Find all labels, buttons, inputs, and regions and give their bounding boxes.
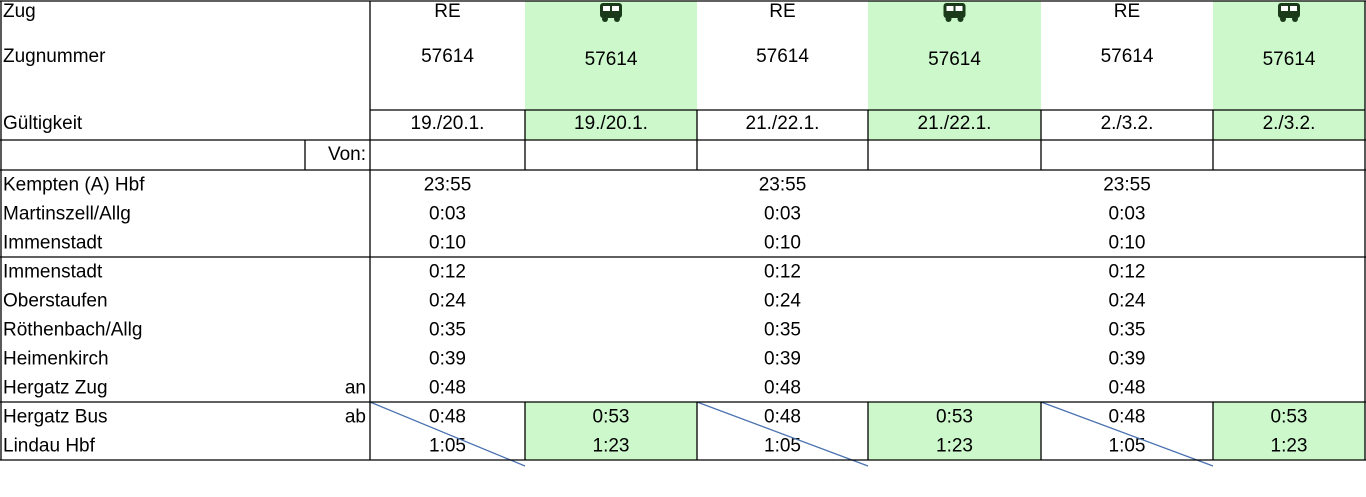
station: Hergatz Zug (3, 378, 108, 399)
header-bus-fill (1213, 1, 1365, 140)
bus-cell-fill (525, 402, 697, 431)
train-type: RE (769, 1, 795, 22)
bus-window (1290, 6, 1297, 11)
time: 1:05 (429, 436, 466, 457)
strike-line (1040, 401, 1214, 467)
header-bus-fill (525, 1, 697, 140)
bus-icon (943, 3, 966, 22)
time: 23:55 (759, 175, 807, 196)
train-type: RE (1114, 1, 1140, 22)
train-number: 57614 (1263, 49, 1316, 70)
bus-wheel (614, 16, 620, 22)
time: 23:55 (1103, 175, 1151, 196)
station: Hergatz Bus (3, 407, 108, 428)
bus-cell-fill (1213, 402, 1365, 431)
time: 1:23 (936, 436, 973, 457)
time: 0:48 (429, 378, 466, 399)
bus-window (612, 6, 619, 11)
bus-cell-fill (868, 431, 1041, 460)
train-type: RE (434, 1, 460, 22)
time: 0:12 (429, 262, 466, 283)
time: 0:03 (429, 204, 466, 225)
validity: 21./22.1. (918, 113, 992, 134)
time: 0:53 (936, 407, 973, 428)
validity: 19./20.1. (574, 113, 648, 134)
station: Oberstaufen (3, 291, 108, 312)
bus-wheel (602, 16, 608, 22)
time: 1:05 (1109, 436, 1146, 457)
from-label: Von: (328, 144, 366, 165)
strike-line (696, 401, 869, 467)
train-number: 57614 (1101, 46, 1154, 67)
bus-cell-fill (868, 402, 1041, 431)
header-bus-fill (868, 1, 1041, 140)
train-number: 57614 (421, 46, 474, 67)
validity: 2./3.2. (1263, 113, 1316, 134)
row-label: Gültigkeit (3, 113, 83, 134)
time: 1:05 (764, 436, 801, 457)
bus-window (603, 6, 610, 11)
validity: 21./22.1. (746, 113, 820, 134)
strike-line (369, 401, 526, 467)
time: 0:24 (429, 291, 466, 312)
bus-wheel (957, 16, 964, 22)
time: 0:48 (764, 378, 801, 399)
time: 0:35 (429, 320, 466, 341)
time: 0:39 (764, 349, 801, 370)
time: 0:35 (1109, 320, 1146, 341)
station: Immenstadt (3, 233, 103, 254)
time: 1:23 (1271, 436, 1308, 457)
time: 23:55 (424, 175, 472, 196)
bus-wheel (945, 16, 952, 22)
time: 0:10 (1109, 233, 1146, 254)
row-label: Zugnummer (3, 46, 106, 67)
station: Röthenbach/Allg (3, 320, 142, 341)
station: Lindau Hbf (3, 436, 96, 457)
bus-wheel (1280, 16, 1286, 22)
bus-window (946, 6, 954, 11)
time: 0:12 (1109, 262, 1146, 283)
row-label: Zug (3, 1, 36, 22)
time: 0:03 (1109, 204, 1146, 225)
time: 1:23 (593, 436, 630, 457)
time: 0:10 (764, 233, 801, 254)
time: 0:39 (1109, 349, 1146, 370)
station: Martinszell/Allg (3, 204, 131, 225)
time: 0:10 (429, 233, 466, 254)
bus-icon (1278, 3, 1300, 22)
bus-icon (600, 3, 622, 22)
time: 0:35 (764, 320, 801, 341)
time: 0:48 (764, 407, 801, 428)
time: 0:48 (1109, 407, 1146, 428)
train-number: 57614 (585, 49, 638, 70)
time: 0:53 (1271, 407, 1308, 428)
arr-dep: an (345, 378, 366, 399)
bus-window (1281, 6, 1288, 11)
time: 0:24 (1109, 291, 1146, 312)
time: 0:03 (764, 204, 801, 225)
train-number: 57614 (928, 49, 981, 70)
bus-cell-fill (1213, 431, 1365, 460)
station: Immenstadt (3, 262, 103, 283)
bus-wheel (1292, 16, 1298, 22)
time: 0:24 (764, 291, 801, 312)
bus-cell-fill (525, 431, 697, 460)
arr-dep: ab (345, 407, 366, 428)
train-number: 57614 (756, 46, 809, 67)
validity: 2./3.2. (1101, 113, 1154, 134)
time: 0:48 (429, 407, 466, 428)
time: 0:53 (593, 407, 630, 428)
station: Heimenkirch (3, 349, 109, 370)
bus-window (955, 6, 963, 11)
time: 0:48 (1109, 378, 1146, 399)
time: 0:39 (429, 349, 466, 370)
validity: 19./20.1. (411, 113, 485, 134)
time: 0:12 (764, 262, 801, 283)
station: Kempten (A) Hbf (3, 175, 145, 196)
